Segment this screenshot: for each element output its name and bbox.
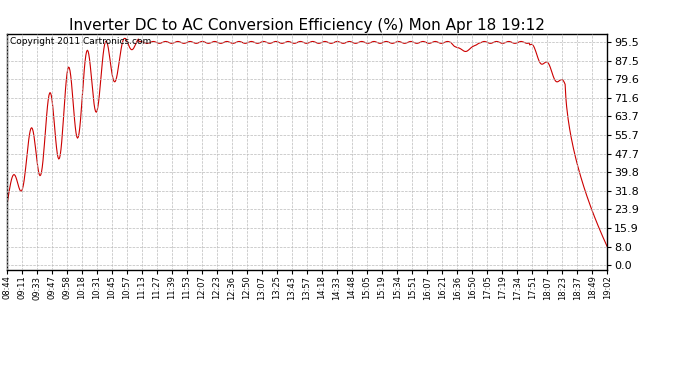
Title: Inverter DC to AC Conversion Efficiency (%) Mon Apr 18 19:12: Inverter DC to AC Conversion Efficiency … bbox=[69, 18, 545, 33]
Text: Copyright 2011 Cartronics.com: Copyright 2011 Cartronics.com bbox=[10, 37, 151, 46]
